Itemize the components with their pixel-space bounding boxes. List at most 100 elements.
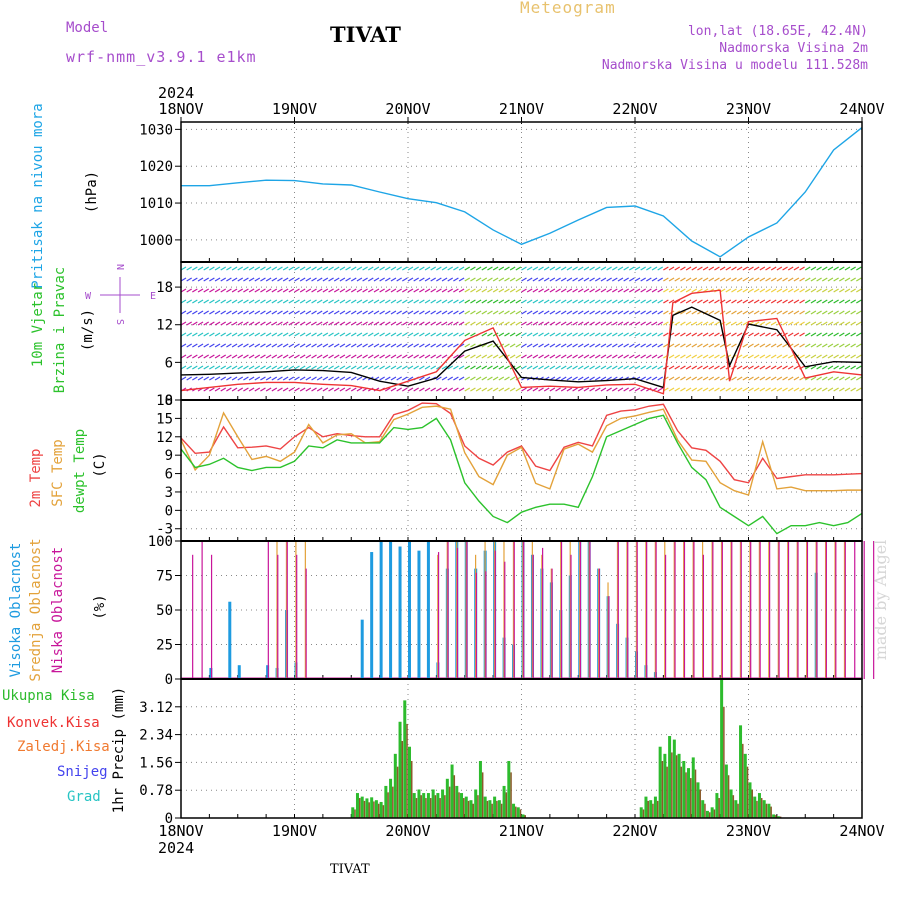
- wind-arrow: [816, 299, 822, 304]
- y-tick-label: 3: [165, 485, 173, 501]
- wind-arrow: [566, 310, 573, 315]
- cloud-bar: [531, 541, 533, 679]
- wind-arrow: [407, 343, 414, 348]
- wind-arrow: [498, 365, 505, 370]
- wind-arrow: [600, 332, 607, 337]
- wind-arrow: [787, 310, 794, 315]
- wind-arrow: [640, 288, 646, 293]
- wind-arrow: [611, 387, 618, 392]
- wind-arrow: [833, 387, 839, 392]
- wind-arrow: [509, 387, 516, 392]
- wind-arrow: [816, 321, 822, 326]
- precip-bar-conv: [377, 803, 380, 818]
- wind-arrow: [640, 387, 646, 392]
- cloud-bar: [360, 619, 364, 679]
- wind-arrow: [634, 277, 641, 282]
- wind-arrow: [350, 299, 357, 304]
- wind-arrow: [629, 288, 635, 293]
- wind-arrow: [515, 365, 522, 370]
- wind-arrow: [810, 277, 817, 282]
- wind-arrow: [646, 310, 652, 315]
- wind-arrow: [629, 387, 635, 392]
- wind-arrow: [186, 310, 192, 315]
- wind-arrow: [277, 299, 283, 304]
- wind-arrow: [651, 354, 658, 359]
- wind-arrow: [804, 310, 811, 315]
- wind-arrow: [328, 321, 334, 326]
- wind-arrow: [521, 321, 527, 326]
- wind-arrow: [634, 343, 641, 348]
- cloud-bar: [749, 541, 751, 679]
- wind-arrow: [833, 277, 839, 282]
- wind-arrow: [577, 310, 584, 315]
- wind-arrow: [384, 365, 391, 370]
- wind-arrow: [838, 288, 845, 293]
- wind-arrow: [345, 277, 351, 282]
- cloud-bar: [277, 554, 279, 679]
- wind-arrow: [441, 299, 448, 304]
- wind-arrow: [203, 387, 210, 392]
- wind-arrow: [430, 321, 437, 326]
- wind-arrow: [498, 354, 505, 359]
- wind-arrow: [787, 354, 794, 359]
- wind-arrow: [294, 310, 300, 315]
- wind-arrow: [776, 266, 783, 271]
- wind-arrow: [509, 277, 516, 282]
- precip-bar-conv: [652, 803, 654, 818]
- wind-arrow: [419, 310, 425, 315]
- precip-bar: [502, 785, 506, 818]
- wind-arrow: [685, 376, 692, 381]
- wind-arrow: [192, 343, 198, 348]
- wind-arrow: [424, 376, 431, 381]
- cloud-bar: [835, 541, 837, 679]
- wind-arrow: [248, 277, 255, 282]
- wind-arrow: [356, 277, 363, 282]
- wind-arrow: [424, 299, 431, 304]
- wind-arrow: [294, 266, 300, 271]
- wind-arrow: [731, 266, 737, 271]
- wind-arrow: [583, 288, 590, 293]
- wind-arrow: [209, 354, 215, 359]
- wind-arrow: [606, 266, 612, 271]
- wind-arrow: [237, 266, 244, 271]
- wind-arrow: [504, 299, 510, 304]
- cloud-bar: [475, 572, 478, 679]
- wind-arrow: [708, 277, 715, 282]
- wind-arrow: [333, 299, 340, 304]
- cloud-bar: [654, 541, 656, 679]
- wind-arrow: [594, 354, 601, 359]
- wind-arrow: [560, 332, 567, 337]
- wind-arrow: [810, 387, 817, 392]
- wind-arrow: [833, 343, 839, 348]
- precip-bar-conv: [453, 775, 456, 818]
- precip-bar: [762, 800, 766, 818]
- wind-arrow: [560, 365, 567, 370]
- wind-arrow: [555, 343, 561, 348]
- wind-arrow: [282, 343, 289, 348]
- wind-arrow: [203, 365, 210, 370]
- wind-arrow: [333, 288, 340, 293]
- wind-arrow: [646, 299, 652, 304]
- wind-arrow: [220, 343, 227, 348]
- wind-arrow: [260, 332, 266, 337]
- precip-bar-conv: [756, 800, 758, 818]
- wind-arrow: [436, 299, 442, 304]
- wind-arrow: [583, 321, 590, 326]
- wind-arrow: [260, 387, 266, 392]
- precip-bar-conv: [723, 706, 725, 818]
- wind-arrow: [379, 365, 385, 370]
- cloud-bar: [550, 568, 552, 679]
- wind-arrow: [521, 387, 527, 392]
- wind-arrow: [651, 376, 658, 381]
- wind-arrow: [430, 266, 437, 271]
- wind-arrow: [220, 354, 227, 359]
- precip-bar: [649, 800, 653, 818]
- wind-arrow: [532, 310, 539, 315]
- wind-arrow: [668, 266, 675, 271]
- wind-arrow: [424, 332, 431, 337]
- wind-arrow: [509, 288, 516, 293]
- wind-arrow: [367, 266, 374, 271]
- wind-arrow: [657, 321, 664, 326]
- wind-arrow: [583, 277, 590, 282]
- wind-arrow: [254, 277, 261, 282]
